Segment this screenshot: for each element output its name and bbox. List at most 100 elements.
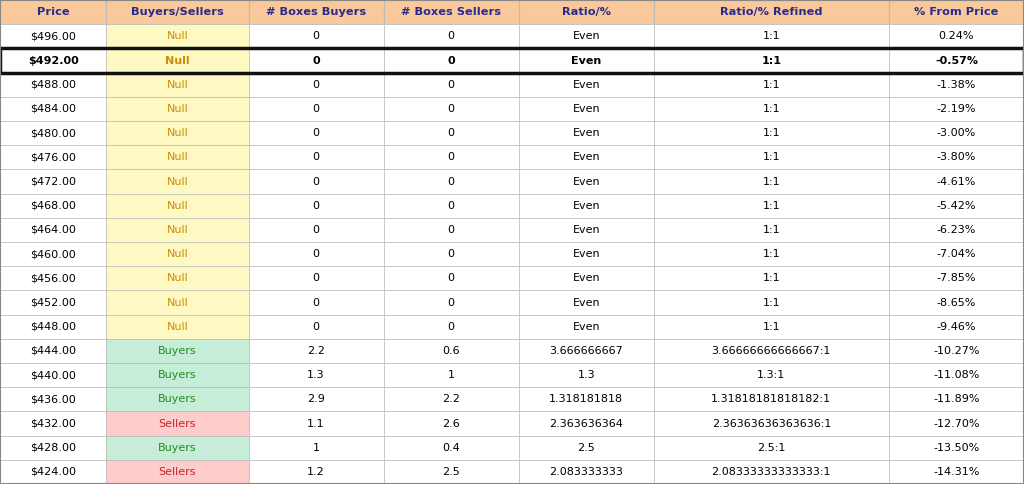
Text: 0: 0	[312, 322, 319, 332]
Bar	[384, 48, 519, 73]
Bar	[384, 0, 519, 24]
Text: 1.1: 1.1	[307, 419, 325, 428]
Text: 0: 0	[312, 298, 319, 307]
Text: 0: 0	[312, 104, 319, 114]
Bar	[106, 121, 249, 145]
Text: $492.00: $492.00	[28, 56, 79, 65]
Bar	[0, 436, 106, 460]
Text: 2.083333333: 2.083333333	[549, 467, 624, 477]
Text: $444.00: $444.00	[30, 346, 76, 356]
Text: -5.42%: -5.42%	[937, 201, 976, 211]
Bar	[653, 339, 889, 363]
Bar	[249, 73, 384, 97]
Text: 1.2: 1.2	[307, 467, 325, 477]
Text: 0: 0	[447, 104, 455, 114]
Text: 0.4: 0.4	[442, 443, 460, 453]
Bar	[889, 194, 1024, 218]
Bar	[384, 290, 519, 315]
Bar	[249, 218, 384, 242]
Text: 0.6: 0.6	[442, 346, 460, 356]
Bar	[0, 266, 106, 290]
Bar	[653, 266, 889, 290]
Bar	[384, 436, 519, 460]
Text: 0: 0	[312, 152, 319, 162]
Text: Null: Null	[167, 104, 188, 114]
Bar	[106, 48, 249, 73]
Bar	[249, 97, 384, 121]
Bar	[0, 48, 106, 73]
Text: Even: Even	[571, 56, 601, 65]
Text: -13.50%: -13.50%	[933, 443, 980, 453]
Text: 1:1: 1:1	[763, 177, 780, 186]
Bar	[519, 73, 653, 97]
Bar	[106, 145, 249, 169]
Text: -8.65%: -8.65%	[937, 298, 976, 307]
Text: Buyers/Sellers: Buyers/Sellers	[131, 7, 224, 17]
Text: 0: 0	[447, 322, 455, 332]
Text: Even: Even	[572, 249, 600, 259]
Bar	[249, 121, 384, 145]
Bar	[519, 290, 653, 315]
Text: 0: 0	[447, 249, 455, 259]
Text: Even: Even	[572, 128, 600, 138]
Bar	[249, 48, 384, 73]
Text: 0: 0	[447, 201, 455, 211]
Text: 1:1: 1:1	[763, 128, 780, 138]
Text: 1:1: 1:1	[762, 56, 781, 65]
Text: 0: 0	[447, 298, 455, 307]
Text: 0: 0	[312, 201, 319, 211]
Bar	[106, 73, 249, 97]
Bar	[653, 24, 889, 48]
Bar	[889, 387, 1024, 411]
Text: 1:1: 1:1	[763, 298, 780, 307]
Text: $480.00: $480.00	[30, 128, 76, 138]
Bar	[249, 24, 384, 48]
Text: 0: 0	[312, 225, 319, 235]
Bar	[384, 363, 519, 387]
Text: 0: 0	[447, 225, 455, 235]
Bar	[106, 411, 249, 436]
Text: $468.00: $468.00	[30, 201, 76, 211]
Bar	[519, 242, 653, 266]
Bar	[249, 363, 384, 387]
Bar	[519, 169, 653, 194]
Bar	[0, 97, 106, 121]
Text: 3.666666667: 3.666666667	[549, 346, 624, 356]
Text: $448.00: $448.00	[30, 322, 76, 332]
Bar	[889, 436, 1024, 460]
Bar	[519, 24, 653, 48]
Bar	[384, 73, 519, 97]
Text: 0: 0	[312, 80, 319, 90]
Bar	[0, 242, 106, 266]
Text: % From Price: % From Price	[914, 7, 998, 17]
Text: 2.5: 2.5	[442, 467, 460, 477]
Text: 0: 0	[447, 128, 455, 138]
Text: Null: Null	[165, 56, 189, 65]
Bar	[889, 460, 1024, 484]
Text: Even: Even	[572, 31, 600, 41]
Bar	[384, 460, 519, 484]
Bar	[0, 460, 106, 484]
Text: Even: Even	[572, 104, 600, 114]
Bar	[384, 339, 519, 363]
Text: -11.08%: -11.08%	[933, 370, 980, 380]
Bar	[106, 218, 249, 242]
Bar	[0, 73, 106, 97]
Text: 2.6: 2.6	[442, 419, 460, 428]
Bar	[889, 121, 1024, 145]
Bar	[653, 290, 889, 315]
Bar	[106, 0, 249, 24]
Bar	[889, 242, 1024, 266]
Bar	[249, 339, 384, 363]
Text: -10.27%: -10.27%	[933, 346, 980, 356]
Bar	[249, 0, 384, 24]
Text: $432.00: $432.00	[30, 419, 76, 428]
Bar	[106, 97, 249, 121]
Bar	[384, 194, 519, 218]
Bar	[653, 242, 889, 266]
Text: -3.00%: -3.00%	[937, 128, 976, 138]
Text: 0.24%: 0.24%	[939, 31, 974, 41]
Text: Null: Null	[167, 128, 188, 138]
Bar	[519, 363, 653, 387]
Bar	[519, 0, 653, 24]
